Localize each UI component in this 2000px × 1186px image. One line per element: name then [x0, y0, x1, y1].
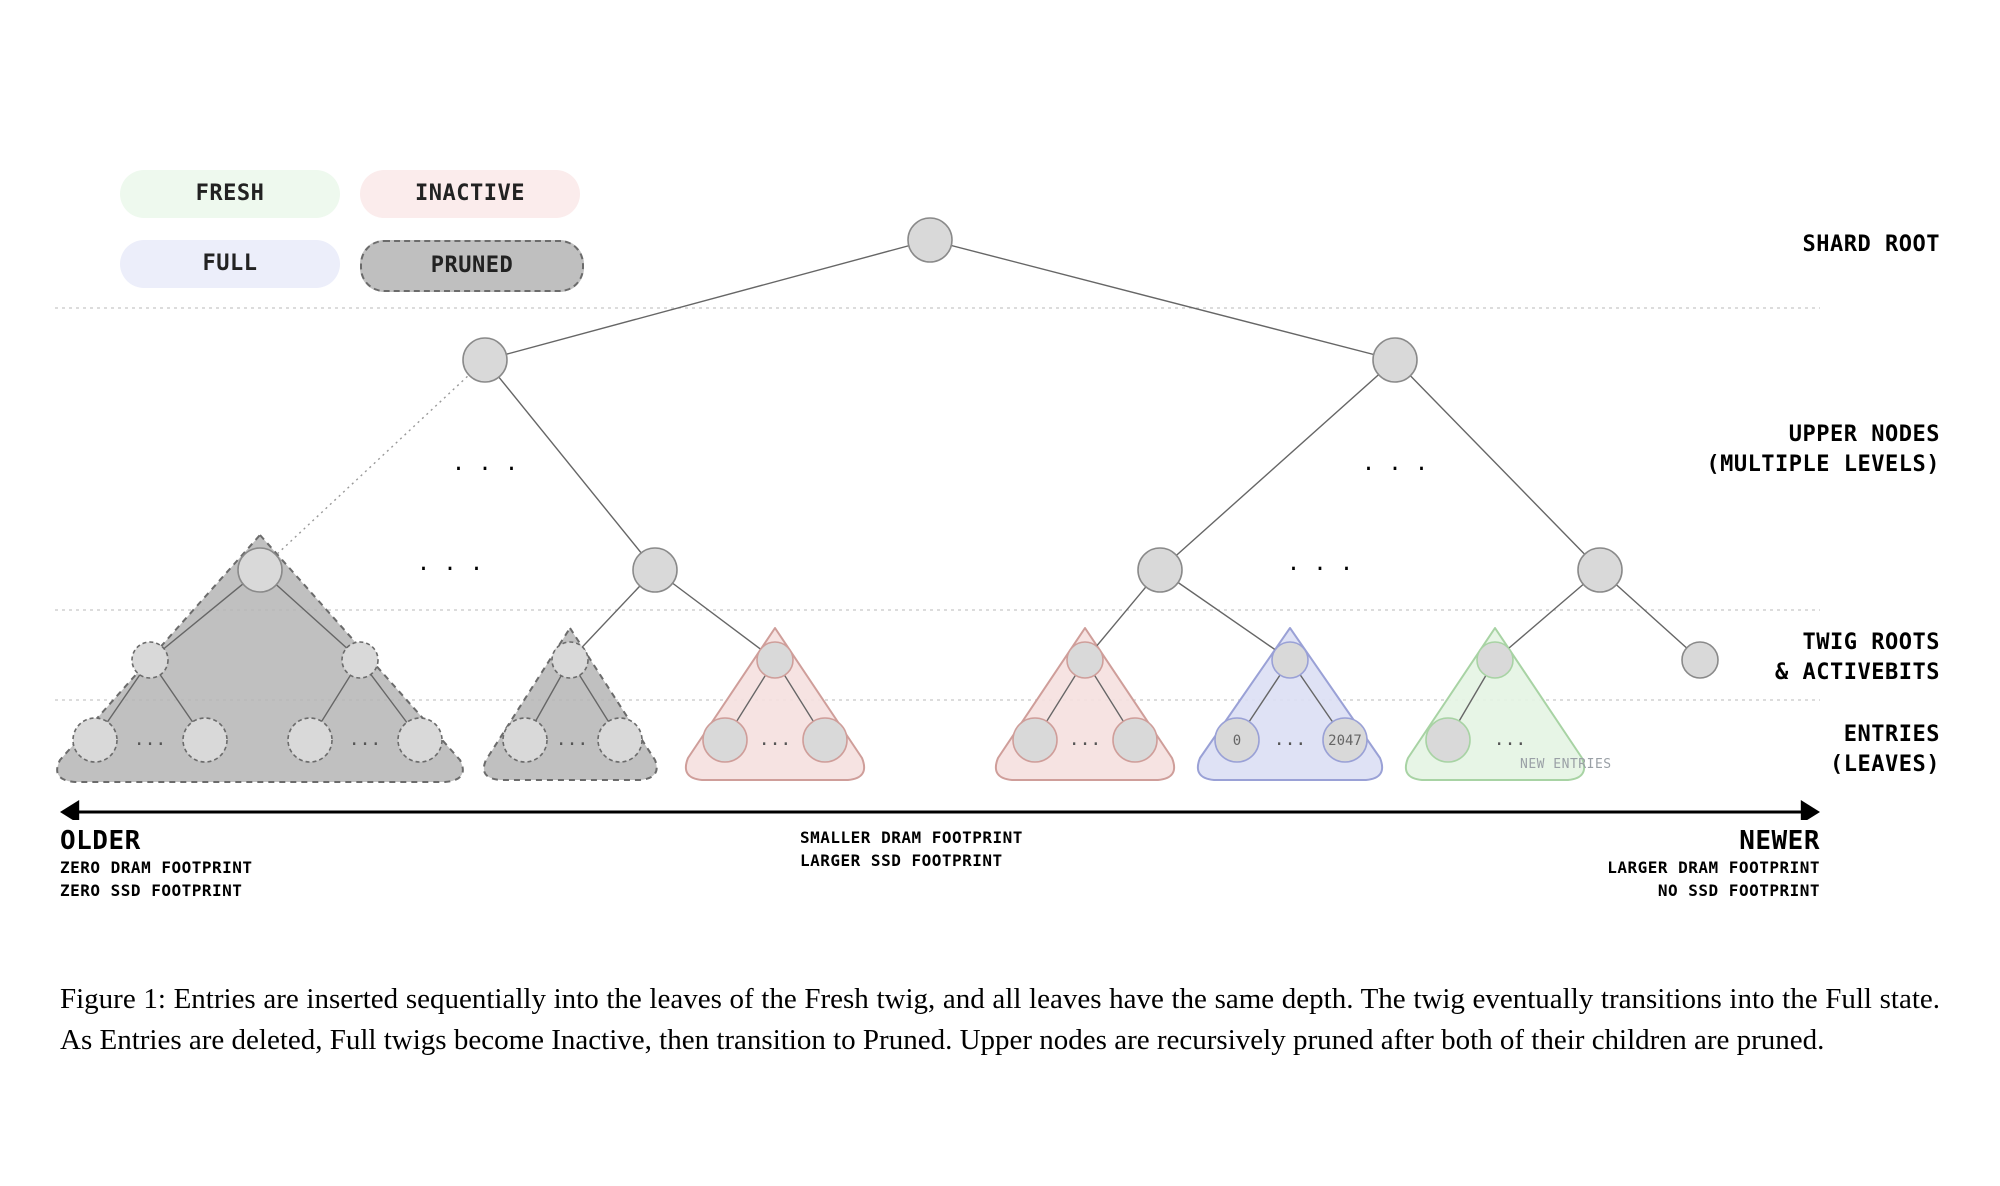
twig-leaf-pruned_small-1 [598, 718, 642, 762]
shard-root [908, 218, 952, 262]
diagram-text: NEW ENTRIES [1520, 757, 1612, 772]
axis-newer: NEWERLARGER DRAM FOOTPRINTNO SSD FOOTPRI… [1607, 826, 1820, 902]
twig-leaf-inactive_L-1 [803, 718, 847, 762]
twig-root-pruned_small [552, 642, 588, 678]
mid-mid_pruned_big [238, 548, 282, 592]
tree-diagram: ............... 0 2047...... NEW ENTRIES . .… [0, 0, 2000, 820]
twig-leaf-inactive_R-1 [1113, 718, 1157, 762]
twig-leaf-inactive_L-0 [703, 718, 747, 762]
upper-right [1373, 338, 1417, 382]
axis-middle: SMALLER DRAM FOOTPRINTLARGER SSD FOOTPRI… [800, 826, 1023, 872]
axis-arrow-left-icon [60, 800, 79, 820]
twig-root-full [1272, 642, 1308, 678]
twig-leaf-pruned_big-3 [398, 718, 442, 762]
diagram-text: . . . [1362, 451, 1428, 476]
mid-mid_fresh [1578, 548, 1622, 592]
diagram-text: 2047 [1328, 733, 1362, 749]
caption-text: Entries are inserted sequentially into t… [60, 983, 1940, 1056]
mid-plain-right [1682, 642, 1718, 678]
tree-edge [1160, 570, 1290, 660]
tree-edge [485, 240, 930, 360]
twig-root-inactive_L [757, 642, 793, 678]
tree-edge [1160, 360, 1395, 570]
twig-mid-pruned_big-1 [342, 642, 378, 678]
axis-arrow-right-icon [1801, 800, 1820, 820]
figure-caption: Figure 1: Entries are inserted sequentia… [60, 979, 1940, 1061]
upper-left [463, 338, 507, 382]
mid-mid_grey [633, 548, 677, 592]
twig-mid-pruned_big-0 [132, 642, 168, 678]
diagram-text: ... [1494, 729, 1527, 750]
twig-root-fresh [1477, 642, 1513, 678]
tree-edge [930, 240, 1395, 360]
diagram-text: 0 [1233, 733, 1241, 749]
twig-leaf-pruned_big-0 [73, 718, 117, 762]
caption-label: Figure 1: [60, 983, 166, 1015]
diagram-text: . . . [1287, 551, 1353, 576]
diagram-text: . . . [452, 451, 518, 476]
diagram-text: ... [1069, 729, 1102, 750]
twig-leaf-pruned_small-0 [503, 718, 547, 762]
diagram-text: ... [1274, 729, 1307, 750]
mid-mid_inactive_R [1138, 548, 1182, 592]
twig-leaf-fresh-0 [1426, 718, 1470, 762]
twig-leaf-pruned_big-1 [183, 718, 227, 762]
twig-leaf-inactive_R-0 [1013, 718, 1057, 762]
diagram-text: ... [556, 729, 589, 750]
diagram-text: ... [349, 729, 382, 750]
axis-older: OLDERZERO DRAM FOOTPRINTZERO SSD FOOTPRI… [60, 826, 253, 902]
twig-leaf-pruned_big-2 [288, 718, 332, 762]
twig-root-inactive_R [1067, 642, 1103, 678]
diagram-text: . . . [417, 551, 483, 576]
diagram-text: ... [134, 729, 167, 750]
diagram-text: ... [759, 729, 792, 750]
